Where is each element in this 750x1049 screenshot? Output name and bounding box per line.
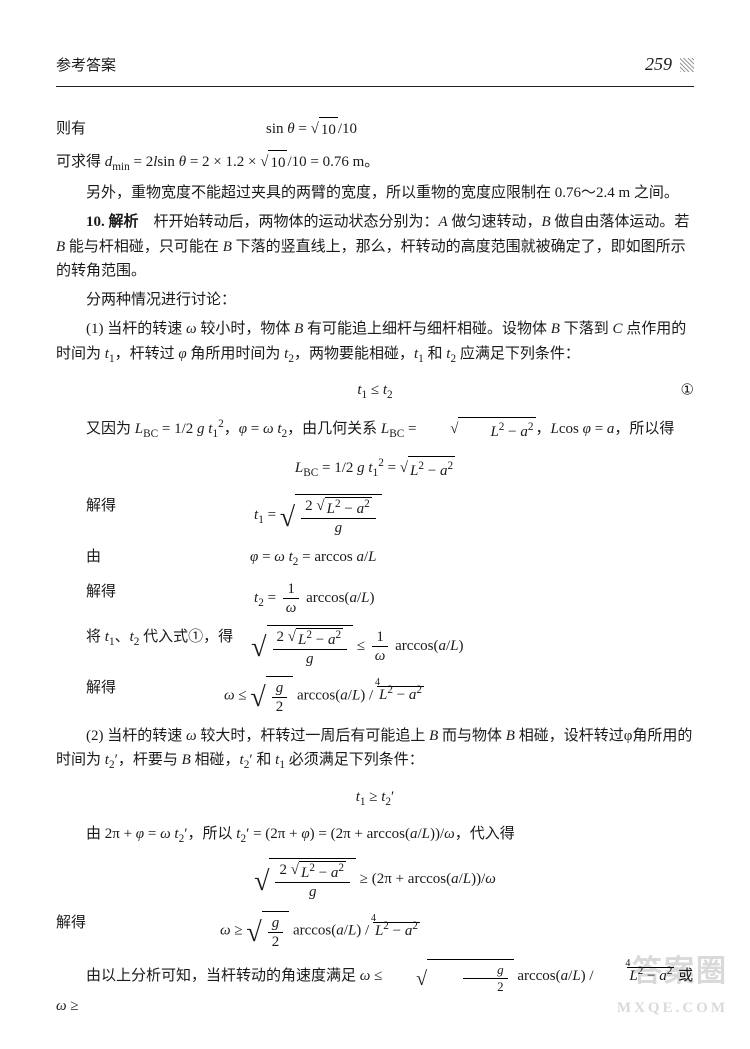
page-number-wrap: 259 [645, 50, 694, 80]
page-header: 参考答案 259 [56, 50, 694, 80]
item-10-body: 杆开始转动后，两物体的运动状态分别为：A 做匀速转动，B 做自由落体运动。若 B… [56, 214, 689, 280]
p-case2: (2) 当杆的转速 ω 较大时，杆转过一周后有可能追上 B 而与物体 B 相碰，… [56, 724, 694, 775]
p-dmin: 可求得 dmin = 2lsin θ = 2 × 1.2 × 10/10 = 0… [56, 150, 694, 177]
eq-ge: √ 2 L2 − a2 g ≥ (2π + arccos(a/L))/ω [56, 858, 694, 901]
lbl-jiede-2: 解得 [56, 580, 116, 605]
eq-sin-body: sin θ = 10/10 [266, 117, 357, 143]
lbl-jiede-3: 解得 [56, 676, 116, 701]
item-10-head: 10. 解析 [86, 214, 139, 230]
eq-omega-ge-body: ω ≥ √g2 arccos(a/L) / L2 − a2 [220, 911, 420, 951]
eq-omega-le-body: ω ≤ √g2 arccos(a/L) / L2 − a2 [224, 676, 424, 716]
eq-t1-body: t1 = √ 2 L2 − a2 g [254, 494, 382, 537]
page-number: 259 [645, 50, 672, 80]
eq-t1t2p: t1 ≥ t2′ [56, 785, 694, 812]
p-case1: (1) 当杆的转速 ω 较小时，物体 B 有可能追上细杆与细杆相碰。设物体 B … [56, 317, 694, 368]
lbl-sub: 将 t1、t2 代入式①，得 [56, 625, 233, 652]
lbl-you: 由 [56, 545, 112, 570]
eq-phi-body: φ = ω t2 = arccos a/L [250, 545, 376, 572]
line-sub: 将 t1、t2 代入式①，得 √ 2 L2 − a2 g ≤ 1ω arccos… [56, 625, 694, 668]
eq-t1t2: t1 ≤ t2 ① [56, 378, 694, 405]
lbl-jiede-1: 解得 [56, 494, 116, 519]
line-t2: 解得 t2 = 1ω arccos(a/L) [56, 580, 694, 617]
page: 参考答案 259 则有 sin θ = 10/10 可求得 dmin = 2ls… [0, 0, 750, 1049]
p-10: 10. 解析 杆开始转动后，两物体的运动状态分别为：A 做匀速转动，B 做自由落… [56, 210, 694, 284]
eq-t2-body: t2 = 1ω arccos(a/L) [254, 580, 374, 617]
line-t1: 解得 t1 = √ 2 L2 − a2 g [56, 494, 694, 537]
lbl-jiede-4: 解得 [56, 911, 112, 936]
corner-ornament-icon [680, 58, 694, 72]
line-phi: 由 φ = ω t2 = arccos a/L [56, 545, 694, 572]
label-zeyou: 则有 [56, 117, 86, 142]
p-conclusion: 由以上分析可知，当杆转动的角速度满足 ω ≤ √g2 arccos(a/L) /… [56, 959, 694, 1019]
line-sin: 则有 sin θ = 10/10 [56, 117, 694, 143]
line-omega-ge: 解得 ω ≥ √g2 arccos(a/L) / L2 − a2 [56, 911, 694, 951]
eq-tag-1: ① [681, 379, 694, 404]
p-phi2: 由 2π + φ = ω t2′，所以 t2′ = (2π + φ) = (2π… [56, 822, 694, 849]
eq-sub-body: √ 2 L2 − a2 g ≤ 1ω arccos(a/L) [251, 625, 463, 668]
p-lingwai: 另外，重物宽度不能超过夹具的两臂的宽度，所以重物的宽度应限制在 0.76～2.4… [56, 181, 694, 206]
p-yinwei: 又因为 LBC = 1/2 g t12，φ = ω t2，由几何关系 LBC =… [56, 415, 694, 445]
header-rule [56, 86, 694, 87]
header-title: 参考答案 [56, 54, 116, 79]
eq-lbc: LBC = 1/2 g t12 = L2 − a2 [56, 454, 694, 484]
line-omega-le: 解得 ω ≤ √g2 arccos(a/L) / L2 − a2 [56, 676, 694, 716]
p-discuss: 分两种情况进行讨论： [56, 288, 694, 313]
